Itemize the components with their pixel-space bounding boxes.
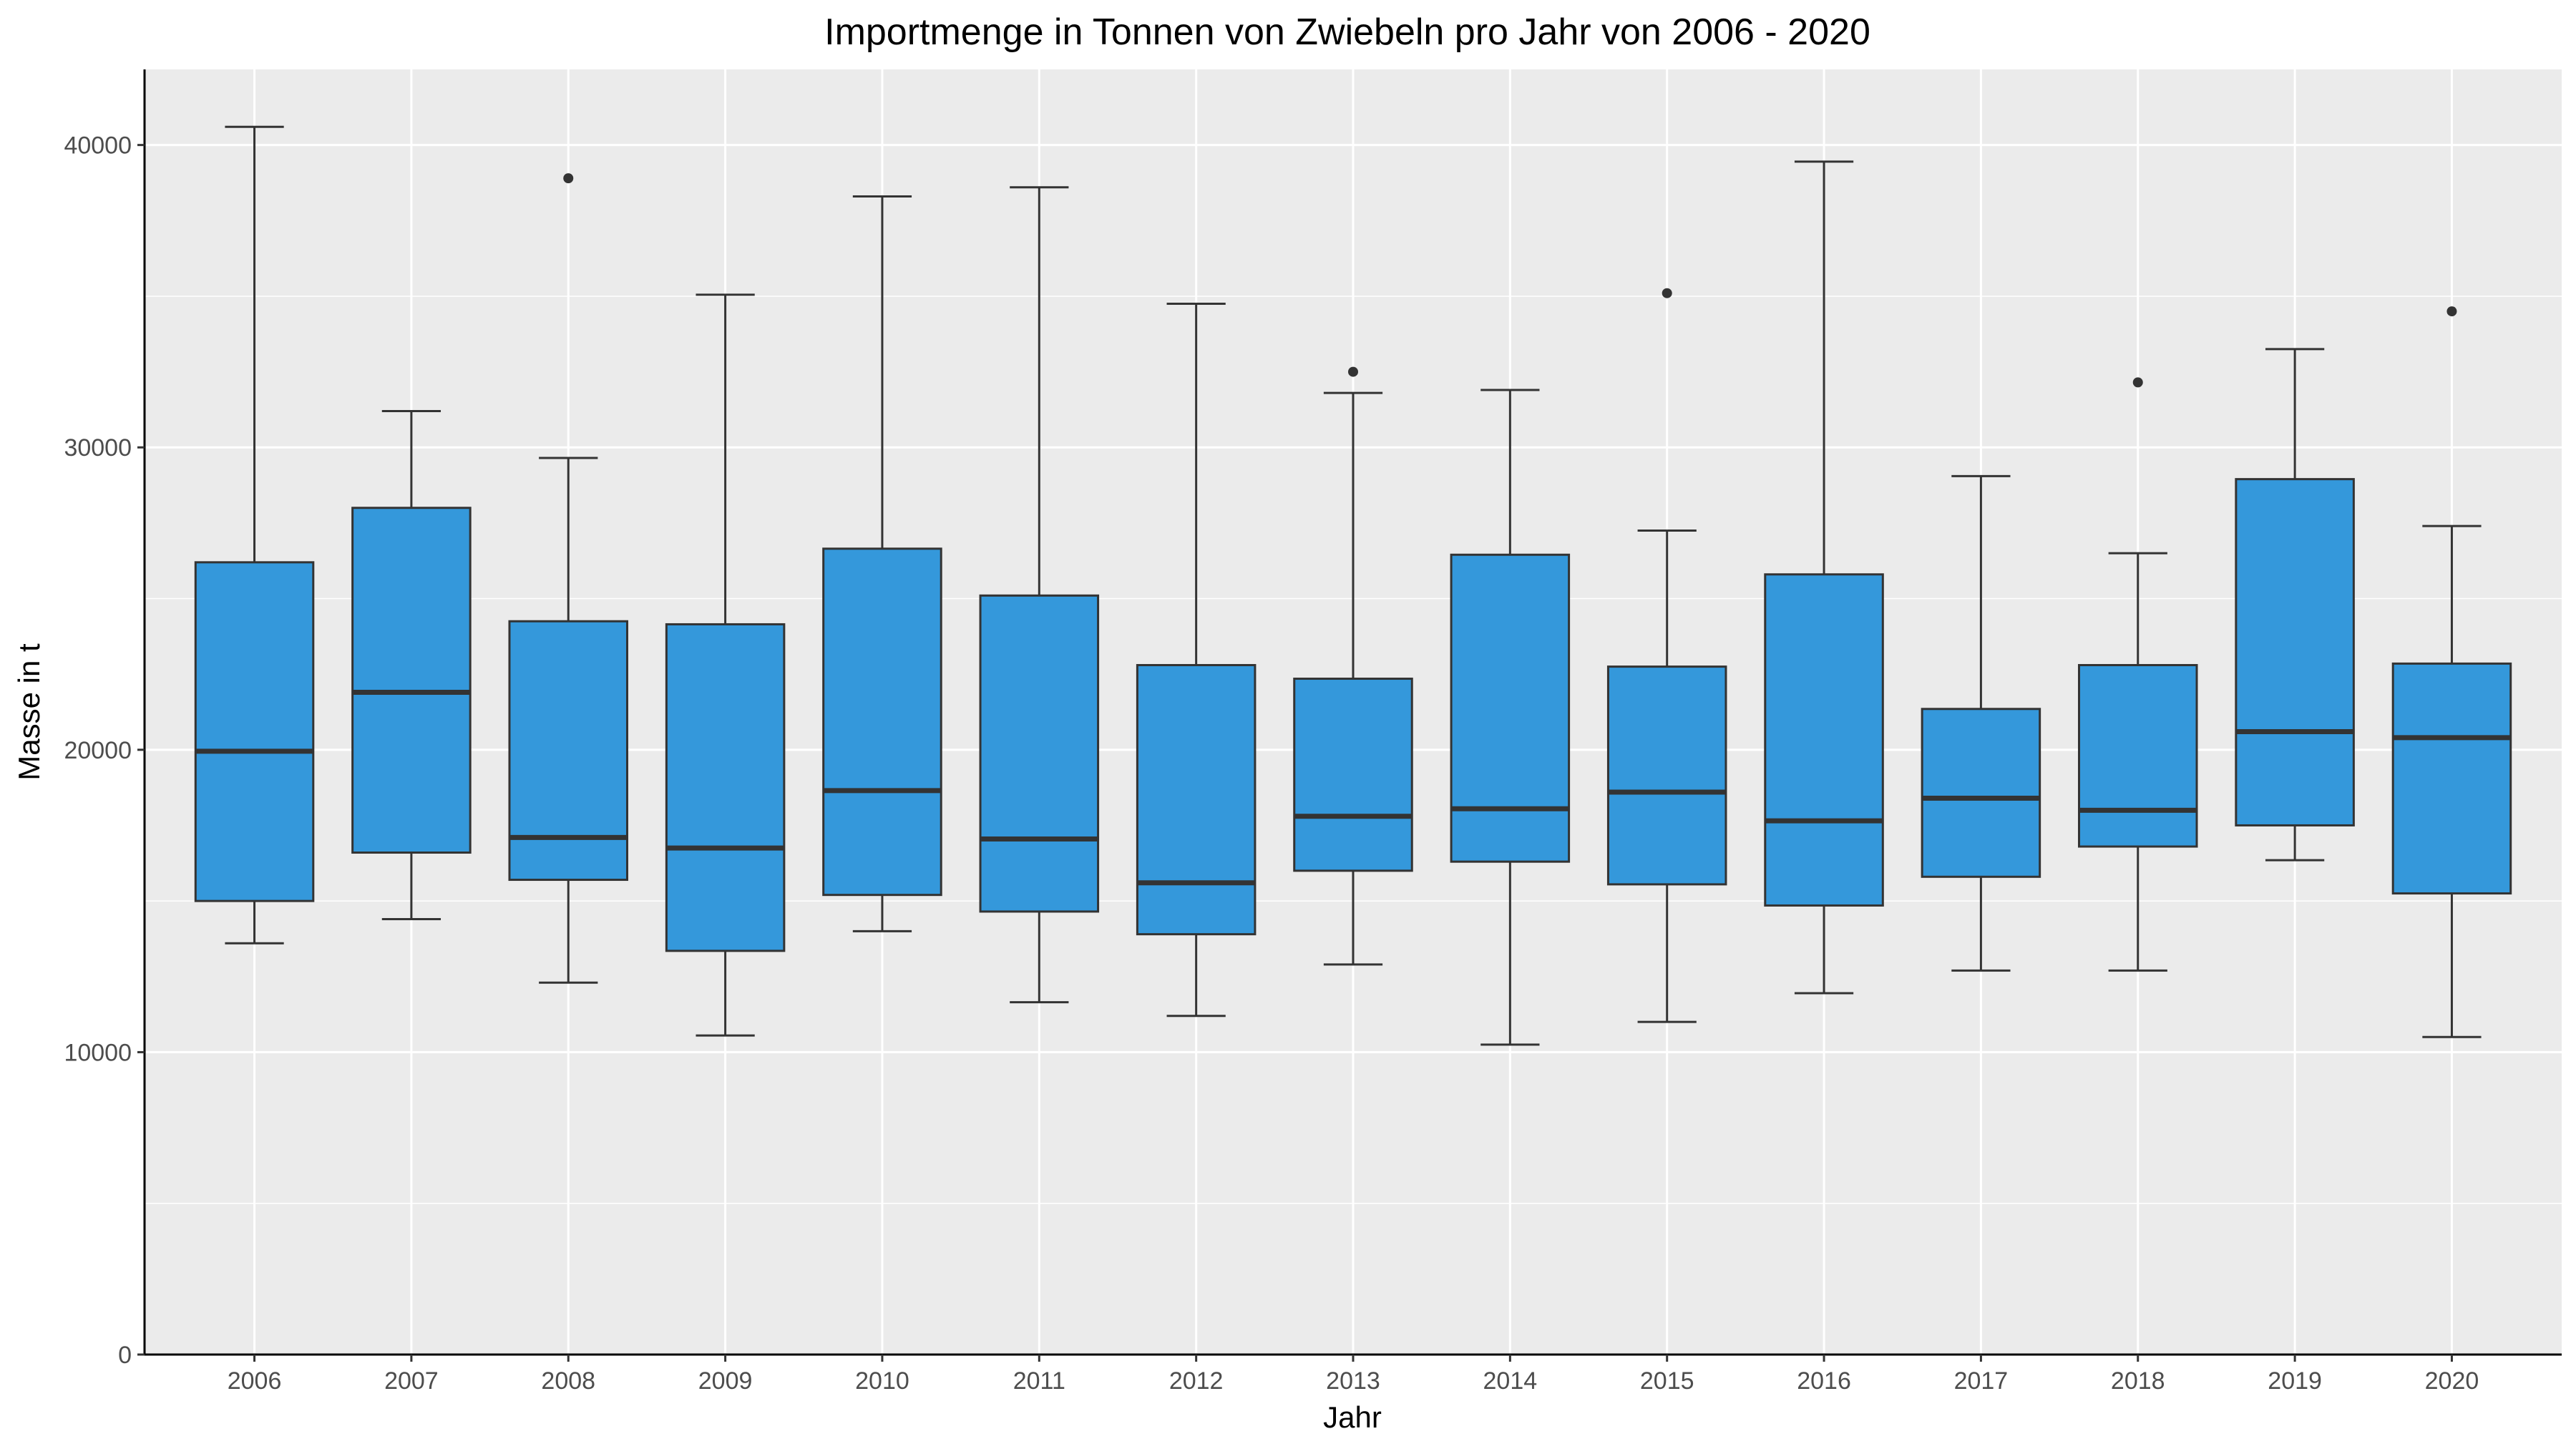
x-tick-label: 2011 — [1013, 1367, 1065, 1395]
y-tick-label: 40000 — [64, 132, 132, 160]
box-2016 — [1764, 160, 1884, 995]
x-axis-ticks: 2006 2007 2008 2009 2010 2011 2012 2013 2014 2015… — [228, 1355, 2479, 1395]
x-tick-label: 2019 — [2268, 1367, 2322, 1395]
box-2010 — [822, 195, 942, 932]
box-iqr — [2391, 662, 2512, 895]
box-2008 — [508, 173, 629, 984]
box-2014 — [1450, 389, 1571, 1046]
x-tick-label: 2006 — [228, 1367, 282, 1395]
box-iqr — [508, 620, 629, 882]
box-2019 — [2235, 348, 2355, 862]
box-iqr — [1293, 678, 1413, 872]
x-tick-label: 2008 — [541, 1367, 595, 1395]
x-tick-label: 2020 — [2425, 1367, 2479, 1395]
outlier-point — [1662, 288, 1672, 298]
x-tick-label: 2013 — [1326, 1367, 1380, 1395]
box-2006 — [194, 125, 315, 945]
outlier-point — [1348, 366, 1358, 377]
box-2018 — [2077, 377, 2198, 972]
box-2017 — [1921, 474, 2041, 972]
box-2011 — [979, 186, 1100, 1004]
box-2009 — [665, 293, 786, 1037]
box-iqr — [2235, 478, 2355, 826]
y-tick-label: 10000 — [64, 1039, 132, 1066]
box-iqr — [351, 507, 472, 854]
x-axis-title: Jahr — [1323, 1400, 1382, 1434]
outlier-point — [2132, 377, 2143, 388]
box-iqr — [665, 623, 786, 952]
boxes-layer — [194, 125, 2512, 1046]
box-iqr — [979, 594, 1100, 913]
box-iqr — [1450, 553, 1571, 863]
box-iqr — [2077, 663, 2198, 848]
box-iqr — [1606, 665, 1727, 886]
x-tick-label: 2016 — [1797, 1367, 1851, 1395]
box-2013 — [1293, 366, 1413, 966]
x-tick-label: 2009 — [698, 1367, 753, 1395]
outlier-point — [563, 173, 574, 184]
y-axis-title: Masse in t — [12, 643, 46, 781]
x-tick-label: 2017 — [1954, 1367, 2009, 1395]
x-tick-label: 2018 — [2111, 1367, 2165, 1395]
x-tick-label: 2015 — [1640, 1367, 1694, 1395]
box-2015 — [1606, 288, 1727, 1023]
box-iqr — [1136, 663, 1257, 936]
box-iqr — [194, 561, 315, 902]
box-2007 — [351, 410, 472, 920]
box-iqr — [822, 547, 942, 897]
box-iqr — [1921, 708, 2041, 878]
y-tick-label: 0 — [118, 1342, 132, 1369]
x-tick-label: 2014 — [1483, 1367, 1538, 1395]
y-tick-label: 20000 — [64, 737, 132, 764]
x-tick-label: 2007 — [384, 1367, 439, 1395]
box-iqr — [1764, 573, 1884, 907]
chart-title: Importmenge in Tonnen von Zwiebeln pro J… — [824, 11, 1870, 53]
y-tick-label: 30000 — [64, 434, 132, 462]
y-axis-ticks: 0 10000 20000 30000 40000 — [64, 132, 145, 1369]
x-tick-label: 2012 — [1169, 1367, 1224, 1395]
box-2020 — [2391, 306, 2512, 1038]
outlier-point — [2446, 306, 2457, 317]
box-2012 — [1136, 303, 1257, 1018]
x-tick-label: 2010 — [855, 1367, 909, 1395]
